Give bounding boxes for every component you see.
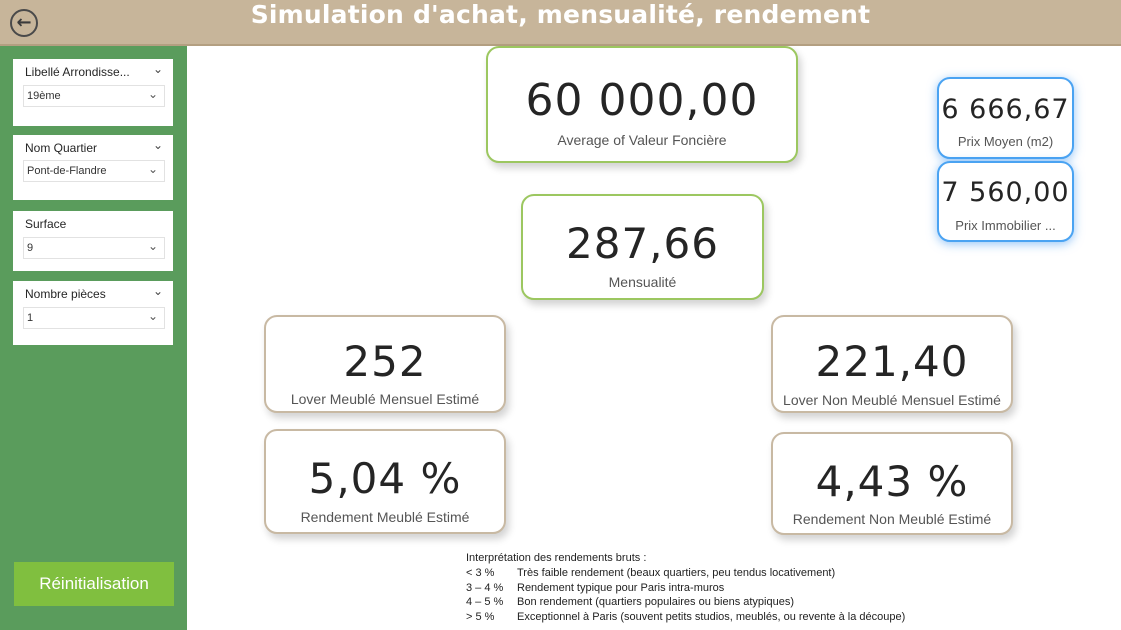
- legend-row: 4 – 5 % Bon rendement (quartiers populai…: [466, 595, 905, 610]
- arrondissement-dropdown[interactable]: 19ème ⌄: [23, 85, 165, 107]
- chevron-down-icon[interactable]: ⌄: [148, 162, 158, 176]
- slicer-value: 19ème: [27, 90, 61, 102]
- legend-key: 4 – 5 %: [466, 595, 517, 610]
- card-label: Rendement Non Meublé Estimé: [773, 511, 1011, 527]
- card-rendement-meuble: 5,04 % Rendement Meublé Estimé: [264, 429, 506, 534]
- legend-text: Rendement typique pour Paris intra-muros: [517, 581, 724, 596]
- chevron-down-icon[interactable]: ⌄: [148, 239, 158, 253]
- card-label: Lover Meublé Mensuel Estimé: [266, 391, 504, 407]
- slicer-value: 1: [27, 312, 33, 324]
- legend-text: Très faible rendement (beaux quartiers, …: [517, 566, 835, 581]
- card-value: 252: [266, 338, 504, 386]
- slicer-label: Nom Quartier: [25, 141, 97, 155]
- card-value: 221,40: [773, 338, 1011, 386]
- reset-button[interactable]: Réinitialisation: [14, 562, 174, 606]
- legend-key: > 5 %: [466, 610, 517, 625]
- legend-text: Bon rendement (quartiers populaires ou b…: [517, 595, 794, 610]
- header-bar: ← Simulation d'achat, mensualité, rendem…: [0, 0, 1121, 46]
- chevron-down-icon[interactable]: ⌄: [153, 284, 163, 298]
- card-rendement-non-meuble: 4,43 % Rendement Non Meublé Estimé: [771, 432, 1013, 535]
- chevron-down-icon[interactable]: ⌄: [153, 138, 163, 152]
- card-value: 60 000,00: [488, 76, 796, 126]
- chevron-down-icon[interactable]: ⌄: [148, 87, 158, 101]
- chevron-down-icon[interactable]: ⌄: [153, 62, 163, 76]
- card-loyer-non-meuble: 221,40 Lover Non Meublé Mensuel Estimé: [771, 315, 1013, 413]
- card-valeur-fonciere: 60 000,00 Average of Valeur Foncière: [486, 46, 798, 163]
- legend-key: 3 – 4 %: [466, 581, 517, 596]
- card-label: Prix Immobilier ...: [939, 218, 1072, 233]
- card-label: Average of Valeur Foncière: [488, 132, 796, 148]
- pieces-dropdown[interactable]: 1 ⌄: [23, 307, 165, 329]
- card-label: Lover Non Meublé Mensuel Estimé: [773, 392, 1011, 408]
- surface-dropdown[interactable]: 9 ⌄: [23, 237, 165, 259]
- legend-title: Interprétation des rendements bruts :: [466, 551, 905, 566]
- slicer-value: Pont-de-Flandre: [27, 165, 107, 177]
- slicer-surface: Surface 9 ⌄: [13, 211, 173, 271]
- slicer-quartier: Nom Quartier ⌄ Pont-de-Flandre ⌄: [13, 135, 173, 200]
- card-label: Rendement Meublé Estimé: [266, 509, 504, 525]
- card-value: 4,43 %: [773, 458, 1011, 506]
- slicer-label: Surface: [25, 217, 66, 231]
- card-label: Mensualité: [523, 274, 762, 290]
- chevron-down-icon[interactable]: ⌄: [148, 309, 158, 323]
- slicer-value: 9: [27, 242, 33, 254]
- card-prix-immobilier: 7 560,00 Prix Immobilier ...: [937, 161, 1074, 242]
- card-loyer-meuble: 252 Lover Meublé Mensuel Estimé: [264, 315, 506, 413]
- card-value: 287,66: [523, 220, 762, 268]
- yield-interpretation-legend: Interprétation des rendements bruts : < …: [466, 551, 905, 625]
- slicer-label: Libellé Arrondisse...: [25, 65, 130, 79]
- card-value: 5,04 %: [266, 455, 504, 503]
- card-value: 6 666,67: [939, 93, 1072, 127]
- legend-key: < 3 %: [466, 566, 517, 581]
- card-mensualite: 287,66 Mensualité: [521, 194, 764, 300]
- card-label: Prix Moyen (m2): [939, 134, 1072, 149]
- legend-text: Exceptionnel à Paris (souvent petits stu…: [517, 610, 905, 625]
- card-prix-moyen: 6 666,67 Prix Moyen (m2): [937, 77, 1074, 159]
- slicer-label: Nombre pièces: [25, 287, 106, 301]
- filter-sidebar: Libellé Arrondisse... ⌄ 19ème ⌄ Nom Quar…: [0, 46, 187, 630]
- legend-row: 3 – 4 % Rendement typique pour Paris int…: [466, 581, 905, 596]
- page-title: Simulation d'achat, mensualité, rendemen…: [0, 0, 1121, 30]
- card-value: 7 560,00: [939, 176, 1072, 210]
- slicer-pieces: Nombre pièces ⌄ 1 ⌄: [13, 281, 173, 345]
- legend-row: < 3 % Très faible rendement (beaux quart…: [466, 566, 905, 581]
- slicer-arrondissement: Libellé Arrondisse... ⌄ 19ème ⌄: [13, 59, 173, 126]
- legend-row: > 5 % Exceptionnel à Paris (souvent peti…: [466, 610, 905, 625]
- quartier-dropdown[interactable]: Pont-de-Flandre ⌄: [23, 160, 165, 182]
